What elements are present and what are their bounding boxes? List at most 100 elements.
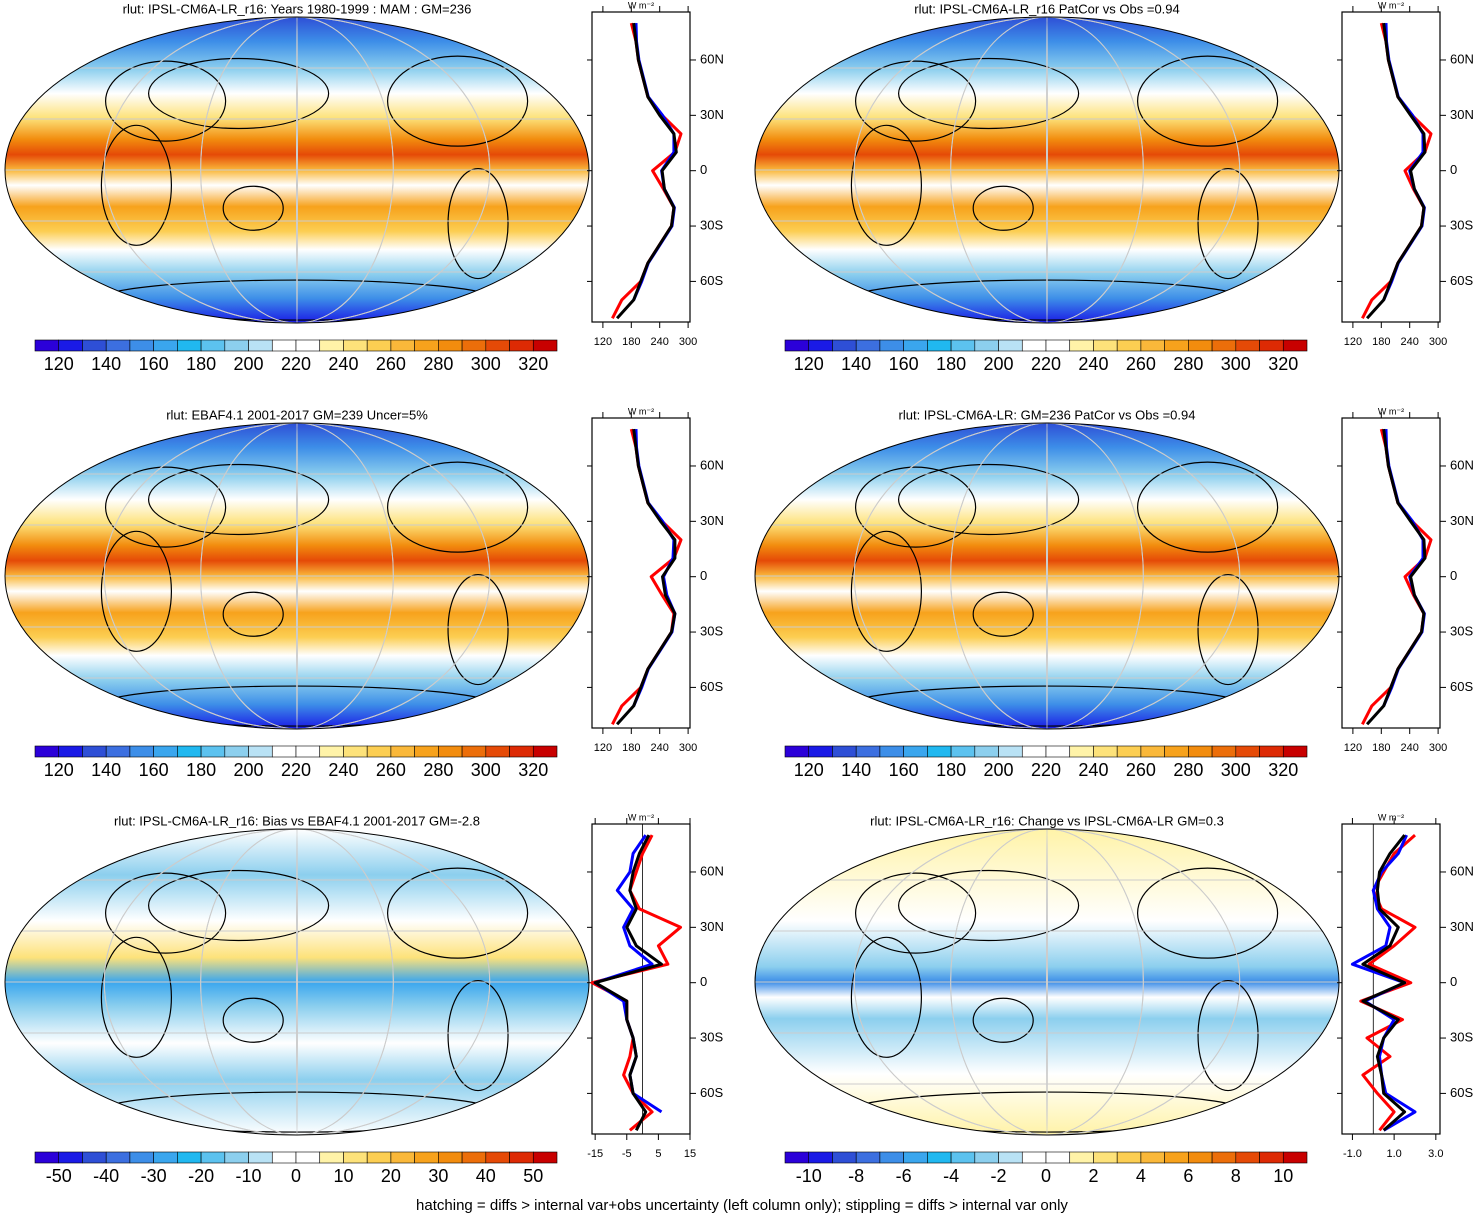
- colorbar-box: [1282, 1151, 1308, 1164]
- y-tick-label: 60S: [700, 1085, 723, 1100]
- colorbar-box: [177, 1151, 202, 1164]
- map-border: [4, 16, 590, 324]
- zonal-line: [1365, 22, 1427, 320]
- colorbar-label: 8: [1231, 1166, 1241, 1186]
- colorbar-box: [129, 745, 154, 758]
- colorbar-label: -2: [991, 1166, 1007, 1186]
- landmass-outline: [387, 461, 529, 553]
- colorbar-label: 260: [376, 354, 406, 374]
- colorbar-box: [248, 339, 273, 352]
- graticule: [296, 17, 298, 323]
- colorbar-box: [319, 339, 344, 352]
- colorbar-box: [153, 1151, 178, 1164]
- colorbar-box: [974, 745, 999, 758]
- colorbar-box: [438, 339, 463, 352]
- colorbar-box: [998, 1151, 1023, 1164]
- colorbar-box: [1093, 745, 1118, 758]
- graticule: [853, 17, 1241, 323]
- colorbar-box: [855, 339, 881, 352]
- colorbar-label: -20: [188, 1166, 214, 1186]
- colorbar-box: [509, 1151, 534, 1164]
- colorbar-label: 30: [428, 1166, 448, 1186]
- landmass-outline: [100, 124, 172, 246]
- colorbar-box: [485, 339, 510, 352]
- colorbar-box: [1235, 1151, 1260, 1164]
- colorbar-box: [390, 1151, 415, 1164]
- colorbar-box: [366, 1151, 392, 1164]
- zonal-frame: [1341, 823, 1441, 1135]
- colorbar-box: [532, 1151, 558, 1164]
- colorbar-label: 140: [91, 760, 121, 780]
- colorbar-box: [1282, 745, 1308, 758]
- colorbar-box: [1116, 745, 1142, 758]
- colorbar-box: [1211, 1151, 1237, 1164]
- landmass-outline: [1136, 867, 1279, 959]
- y-tick-label: 60S: [700, 273, 723, 288]
- colorbar-label: 260: [1126, 760, 1156, 780]
- colorbar-box: [1259, 1151, 1284, 1164]
- colorbar-box: [319, 1151, 344, 1164]
- colorbar-box: [1116, 339, 1142, 352]
- x-tick-label: 300: [679, 336, 697, 348]
- colorbar-label: 180: [186, 760, 216, 780]
- zonal-frame: [591, 823, 691, 1135]
- colorbar-box: [105, 339, 131, 352]
- colorbar-box: [153, 339, 178, 352]
- landmass-outline: [972, 997, 1034, 1043]
- x-tick-label: 240: [1401, 336, 1419, 348]
- colorbar-box: [784, 745, 810, 758]
- x-tick-label: -1.0: [1343, 1148, 1362, 1160]
- colorbar-label: 240: [328, 354, 358, 374]
- landmass-outline: [1136, 461, 1279, 553]
- colorbar-label: 140: [91, 354, 121, 374]
- landmass-outline: [105, 60, 227, 142]
- colorbar-box: [1045, 745, 1071, 758]
- colorbar-box: [1211, 339, 1237, 352]
- colorbar-label: 280: [423, 760, 453, 780]
- colorbar-box: [295, 1151, 321, 1164]
- colorbar-box: [271, 339, 297, 352]
- zonal-line: [615, 22, 678, 320]
- map-overlay: [755, 829, 1339, 1135]
- colorbar-box: [950, 745, 976, 758]
- colorbar-box: [832, 339, 857, 352]
- y-tick-label: 60N: [1450, 457, 1474, 472]
- colorbar-box: [784, 1151, 810, 1164]
- colorbar-box: [82, 745, 107, 758]
- panel-title: rlut: IPSL-CM6A-LR_r16: Years 1980-1999 …: [123, 1, 472, 16]
- x-tick-label: 180: [1372, 336, 1390, 348]
- colorbar-label: 200: [984, 760, 1014, 780]
- colorbar-box: [438, 745, 463, 758]
- colorbar-box: [879, 745, 904, 758]
- x-tick-label: 300: [679, 742, 697, 754]
- colorbar-box: [1259, 339, 1284, 352]
- colorbar-box: [82, 1151, 107, 1164]
- unit-label: W m⁻²: [628, 406, 654, 416]
- y-tick-label: 30N: [1450, 107, 1474, 122]
- colorbar-box: [295, 745, 321, 758]
- colorbar-box: [808, 339, 833, 352]
- graticule: [1046, 17, 1048, 323]
- colorbar-box: [1140, 745, 1165, 758]
- footnote: hatching = diffs > internal var+obs unce…: [416, 1197, 1068, 1214]
- colorbar-box: [153, 745, 178, 758]
- colorbar-label: 280: [1173, 354, 1203, 374]
- x-tick-label: 180: [1372, 742, 1390, 754]
- colorbar-label: -4: [943, 1166, 959, 1186]
- colorbar-box: [414, 339, 439, 352]
- landmass-outline: [447, 979, 509, 1092]
- colorbar-box: [200, 1151, 226, 1164]
- colorbar-label: 220: [1031, 760, 1061, 780]
- colorbar-box: [105, 745, 131, 758]
- colorbar-label: 40: [476, 1166, 496, 1186]
- y-tick-label: 60N: [700, 457, 724, 472]
- colorbar-box: [1188, 745, 1213, 758]
- y-tick-label: 30S: [700, 623, 723, 638]
- graticule: [1046, 829, 1048, 1135]
- colorbar-box: [1188, 1151, 1213, 1164]
- colorbar-label: 240: [1078, 760, 1108, 780]
- colorbar-box: [832, 1151, 857, 1164]
- colorbar-label: 6: [1183, 1166, 1193, 1186]
- landmass-outline: [897, 57, 1080, 130]
